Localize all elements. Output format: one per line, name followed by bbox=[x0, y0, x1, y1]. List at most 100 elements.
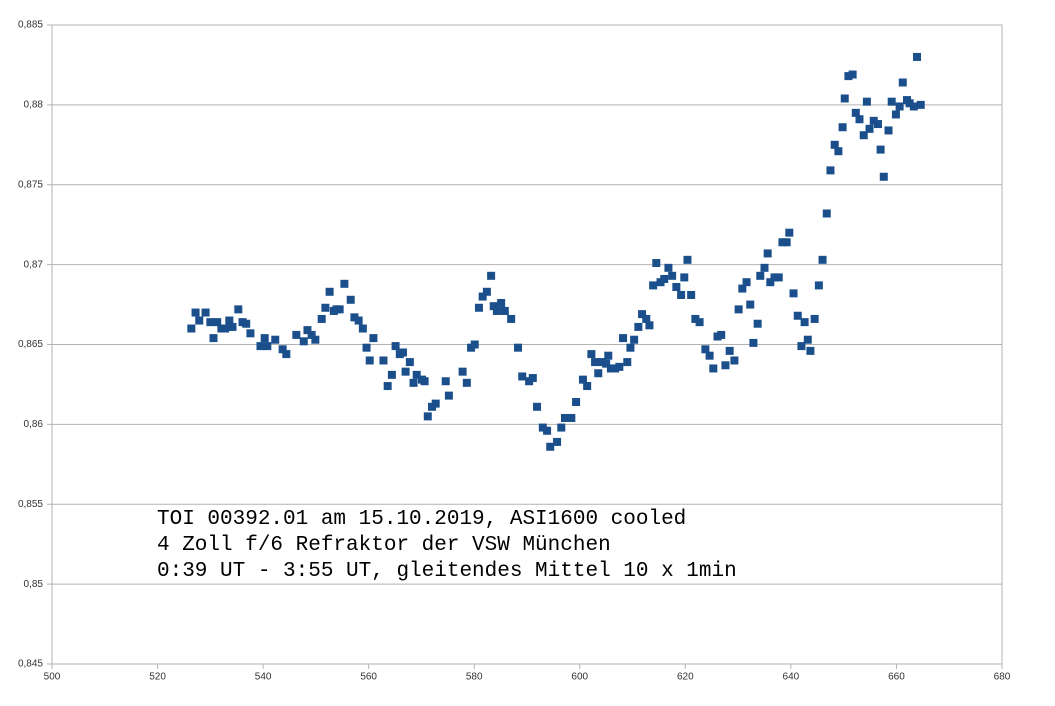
point bbox=[401, 367, 410, 376]
point bbox=[725, 346, 734, 355]
point bbox=[354, 316, 363, 325]
point bbox=[567, 413, 576, 422]
point bbox=[260, 334, 269, 343]
point bbox=[362, 343, 371, 352]
point bbox=[766, 278, 775, 287]
y-tick-label: 0,885 bbox=[18, 20, 43, 31]
point bbox=[778, 238, 787, 247]
point bbox=[691, 314, 700, 323]
point bbox=[611, 364, 620, 373]
point bbox=[615, 362, 624, 371]
point bbox=[587, 350, 596, 359]
point bbox=[677, 290, 686, 299]
point bbox=[594, 369, 603, 378]
y-tick-label: 0,845 bbox=[18, 659, 43, 670]
point bbox=[470, 340, 479, 349]
point bbox=[187, 324, 196, 333]
point bbox=[770, 273, 779, 282]
point bbox=[913, 52, 922, 61]
point bbox=[916, 100, 925, 109]
point bbox=[278, 345, 287, 354]
point bbox=[806, 346, 815, 355]
point bbox=[191, 308, 200, 317]
point bbox=[730, 356, 739, 365]
point bbox=[642, 314, 651, 323]
point bbox=[873, 120, 882, 129]
point bbox=[431, 399, 440, 408]
point bbox=[543, 426, 552, 435]
y-tick-label: 0,855 bbox=[18, 499, 43, 510]
x-tick-label: 680 bbox=[994, 672, 1011, 683]
point bbox=[803, 335, 812, 344]
point bbox=[487, 271, 496, 280]
point bbox=[206, 318, 215, 327]
point bbox=[478, 292, 487, 301]
point bbox=[800, 318, 809, 327]
point bbox=[572, 398, 581, 407]
point bbox=[492, 306, 501, 315]
point bbox=[763, 249, 772, 258]
point bbox=[756, 271, 765, 280]
point bbox=[749, 338, 758, 347]
point bbox=[213, 318, 222, 327]
point bbox=[834, 147, 843, 156]
point bbox=[195, 316, 204, 325]
point bbox=[879, 172, 888, 181]
point bbox=[785, 228, 794, 237]
point bbox=[818, 255, 827, 264]
point bbox=[851, 108, 860, 117]
point bbox=[634, 322, 643, 331]
point bbox=[859, 131, 868, 140]
x-tick-label: 640 bbox=[783, 672, 800, 683]
point bbox=[742, 278, 751, 287]
point bbox=[423, 412, 432, 421]
point bbox=[660, 275, 669, 284]
point bbox=[201, 308, 210, 317]
point bbox=[652, 259, 661, 268]
point bbox=[822, 209, 831, 218]
point bbox=[325, 287, 334, 296]
point bbox=[687, 290, 696, 299]
point bbox=[645, 321, 654, 330]
point bbox=[583, 382, 592, 391]
point bbox=[649, 281, 658, 290]
point bbox=[738, 284, 747, 293]
point bbox=[746, 300, 755, 309]
point bbox=[474, 303, 483, 312]
y-tick-label: 0,875 bbox=[18, 179, 43, 190]
point bbox=[500, 306, 509, 315]
point bbox=[838, 123, 847, 132]
point bbox=[602, 359, 611, 368]
point bbox=[256, 342, 265, 351]
point bbox=[709, 364, 718, 373]
point bbox=[734, 305, 743, 314]
point bbox=[789, 289, 798, 298]
point bbox=[578, 375, 587, 384]
point bbox=[668, 271, 677, 280]
point bbox=[458, 367, 467, 376]
point bbox=[855, 115, 864, 124]
x-tick-label: 500 bbox=[44, 672, 61, 683]
point bbox=[619, 334, 628, 343]
point bbox=[533, 402, 542, 411]
point bbox=[840, 94, 849, 103]
point bbox=[898, 78, 907, 87]
point bbox=[444, 391, 453, 400]
point bbox=[638, 310, 647, 319]
point bbox=[887, 97, 896, 106]
point bbox=[683, 255, 692, 264]
point bbox=[340, 279, 349, 288]
point bbox=[865, 124, 874, 133]
point bbox=[826, 166, 835, 175]
point bbox=[507, 314, 516, 323]
point bbox=[311, 335, 320, 344]
point bbox=[862, 97, 871, 106]
y-tick-label: 0,865 bbox=[18, 339, 43, 350]
point bbox=[518, 372, 527, 381]
point bbox=[721, 361, 730, 370]
x-tick-label: 580 bbox=[466, 672, 483, 683]
point bbox=[441, 377, 450, 386]
point bbox=[221, 324, 230, 333]
point bbox=[271, 335, 280, 344]
point bbox=[844, 72, 853, 81]
